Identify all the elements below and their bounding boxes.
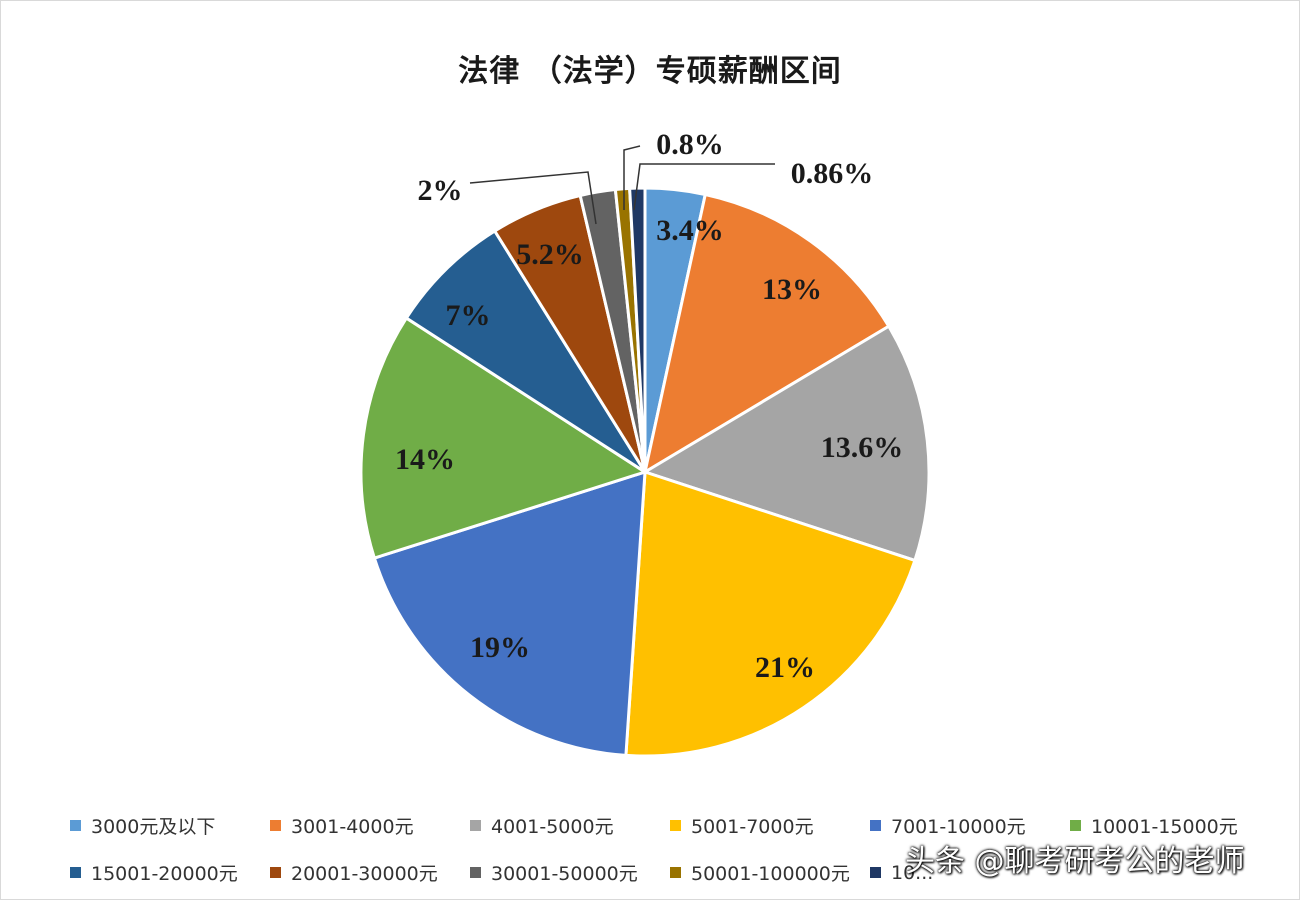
data-label-3: 13.6% [821, 431, 904, 464]
legend-swatch [1070, 820, 1081, 831]
pie-slice-3 [641, 324, 931, 563]
data-label-1: 3.4% [656, 214, 724, 247]
legend-label: 4001-5000元 [491, 816, 614, 838]
chart-title: 法律 （法学）专硕薪酬区间 [458, 54, 842, 89]
legend-swatch [470, 867, 481, 878]
legend-item-2: 3001-4000元 [270, 812, 470, 839]
legend-label: 30001-50000元 [491, 863, 638, 885]
legend-item-7: 15001-20000元 [70, 859, 270, 886]
legend-item-6: 10001-15000元 [1070, 812, 1270, 839]
data-label-7: 7% [446, 299, 491, 332]
legend-item-3: 4001-5000元 [470, 812, 670, 839]
data-label-2: 13% [762, 273, 822, 306]
legend-swatch [670, 820, 681, 831]
pie-slice-4 [624, 469, 917, 758]
legend-item-4: 5001-7000元 [670, 812, 870, 839]
legend-swatch [870, 867, 881, 878]
leader-line-9 [469, 171, 597, 225]
legend-swatch [70, 867, 81, 878]
legend-item-5: 7001-10000元 [870, 812, 1070, 839]
legend-label: 50001-100000元 [691, 863, 850, 885]
data-label-6: 14% [395, 443, 455, 476]
legend-swatch [470, 820, 481, 831]
legend-label: 20001-30000元 [291, 863, 438, 885]
pie-slice-7 [404, 228, 647, 474]
legend-label: 15001-20000元 [91, 863, 238, 885]
legend-swatch [870, 820, 881, 831]
leader-line-10 [623, 145, 641, 210]
legend-label: 5001-7000元 [691, 816, 814, 838]
data-label-8: 5.2% [516, 238, 584, 271]
legend-item-8: 20001-30000元 [270, 859, 470, 886]
data-label-11: 0.86% [791, 157, 874, 190]
legend-item-10: 50001-100000元 [670, 859, 870, 886]
pie-slice-2 [642, 192, 891, 476]
legend-item-1: 3000元及以下 [70, 812, 270, 839]
legend-swatch [70, 820, 81, 831]
pie-slice-5 [372, 469, 647, 757]
legend-label: 7001-10000元 [891, 816, 1026, 838]
legend-swatch [670, 867, 681, 878]
leader-line-11 [633, 163, 775, 211]
data-label-9: 2% [418, 174, 463, 207]
data-label-4: 21% [755, 651, 815, 684]
legend-label: 3001-4000元 [291, 816, 414, 838]
legend-swatch [270, 867, 281, 878]
watermark: 头条 @聊考研考公的老师 [905, 844, 1245, 879]
legend-item-9: 30001-50000元 [470, 859, 670, 886]
data-label-5: 19% [470, 631, 530, 664]
legend-swatch [270, 820, 281, 831]
pie-slice-6 [359, 315, 649, 560]
legend-item-11: 10... [870, 859, 1070, 886]
legend-label: 10... [891, 861, 934, 884]
legend-label: 10001-15000元 [1091, 816, 1238, 838]
legend-label: 3000元及以下 [91, 816, 216, 838]
legend: 3000元及以下 3001-4000元 4001-5000元 5001-7000元 70… [70, 812, 1270, 886]
data-label-10: 0.8% [656, 128, 724, 161]
